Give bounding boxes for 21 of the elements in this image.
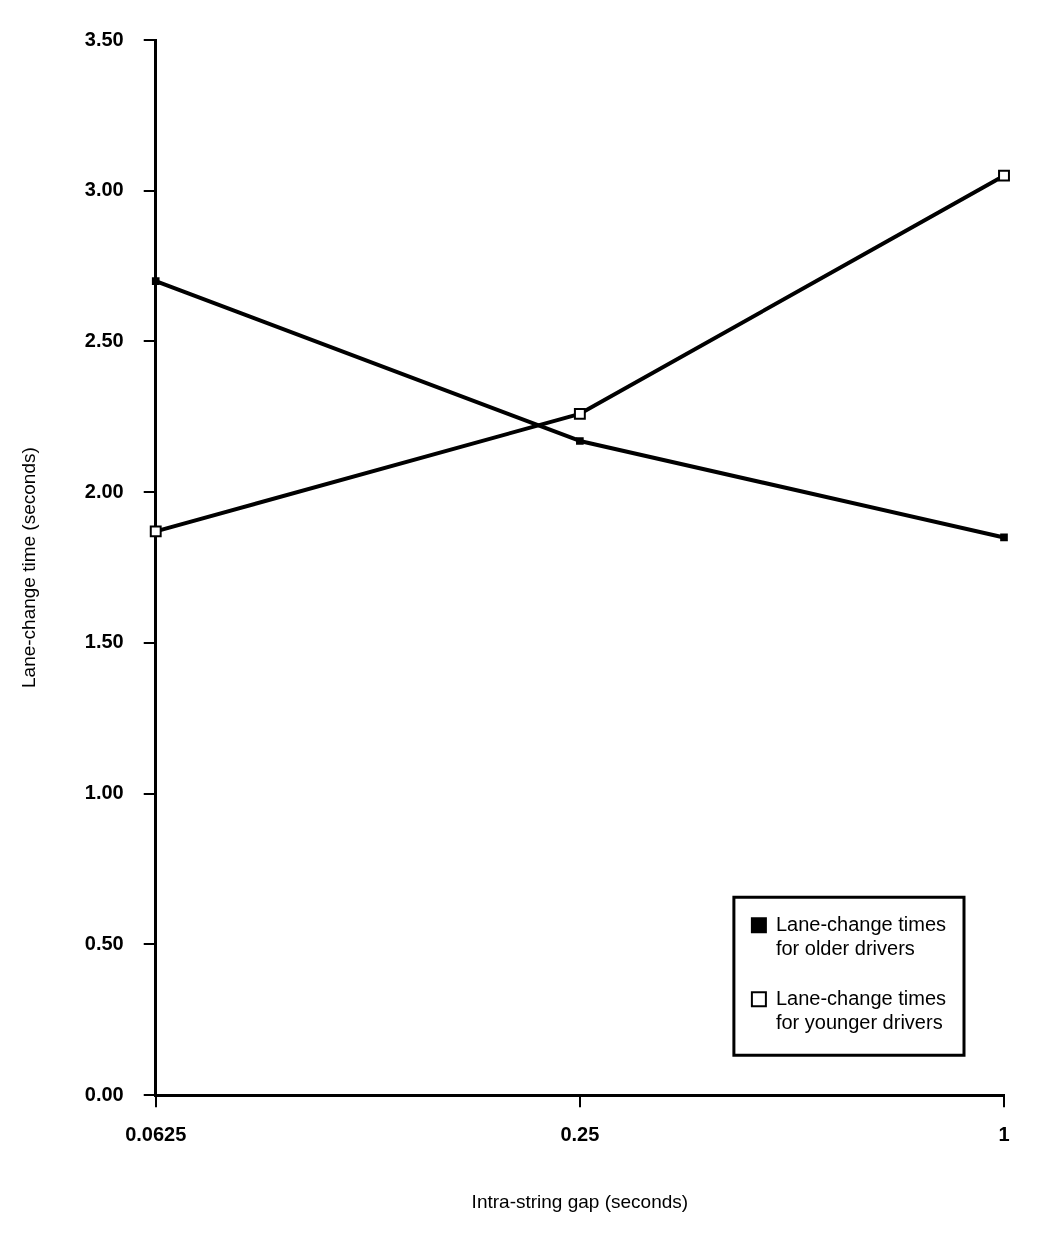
- point: [1000, 533, 1008, 542]
- y-tick-label: 3.50: [84, 27, 124, 50]
- x-tick-label: 1: [998, 1122, 1010, 1145]
- legend-label: Lane-change times for older drivers: [775, 912, 946, 959]
- x-tick-label: 0.0625: [125, 1122, 187, 1145]
- point: [149, 525, 162, 538]
- y-tick-label: 0.00: [84, 1082, 124, 1105]
- legend-label: Lane-change times for younger drivers: [775, 986, 946, 1033]
- y-tick-label: 1.50: [84, 630, 124, 653]
- y-axis-title: Lane-change time (seconds): [17, 447, 39, 689]
- y-tick-label: 1.00: [84, 781, 124, 804]
- y-tick-label: 0.50: [84, 931, 124, 954]
- x-axis-title: Intra-string gap (seconds): [471, 1190, 689, 1212]
- y-tick-label: 2.00: [84, 479, 124, 502]
- y-tick-label: 2.50: [84, 329, 124, 351]
- point: [998, 169, 1010, 182]
- y-tick-label: 3.00: [84, 178, 124, 201]
- point: [573, 407, 586, 420]
- point: [576, 437, 584, 445]
- x-tick-label: 0.25: [560, 1122, 600, 1145]
- point: [151, 277, 160, 286]
